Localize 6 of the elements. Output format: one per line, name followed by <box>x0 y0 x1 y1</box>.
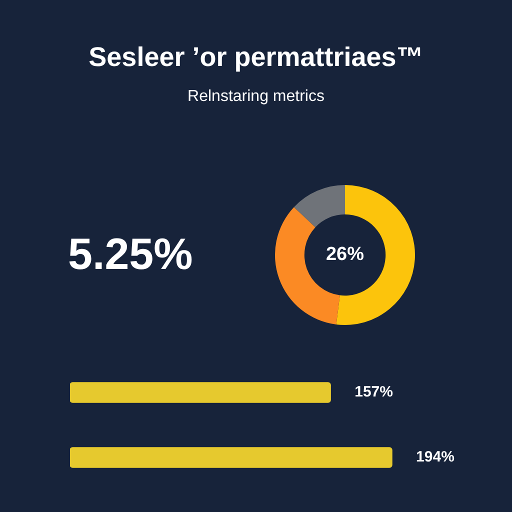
chart-subtitle: Relnstaring metrics <box>186 88 326 106</box>
data-label: 157% <box>354 384 393 401</box>
text: 5.25% <box>68 230 193 280</box>
data-label: 194% <box>416 448 454 466</box>
text: 26% <box>326 244 364 266</box>
chart-title: Sesleer ’or permattriaes™ <box>88 42 424 73</box>
